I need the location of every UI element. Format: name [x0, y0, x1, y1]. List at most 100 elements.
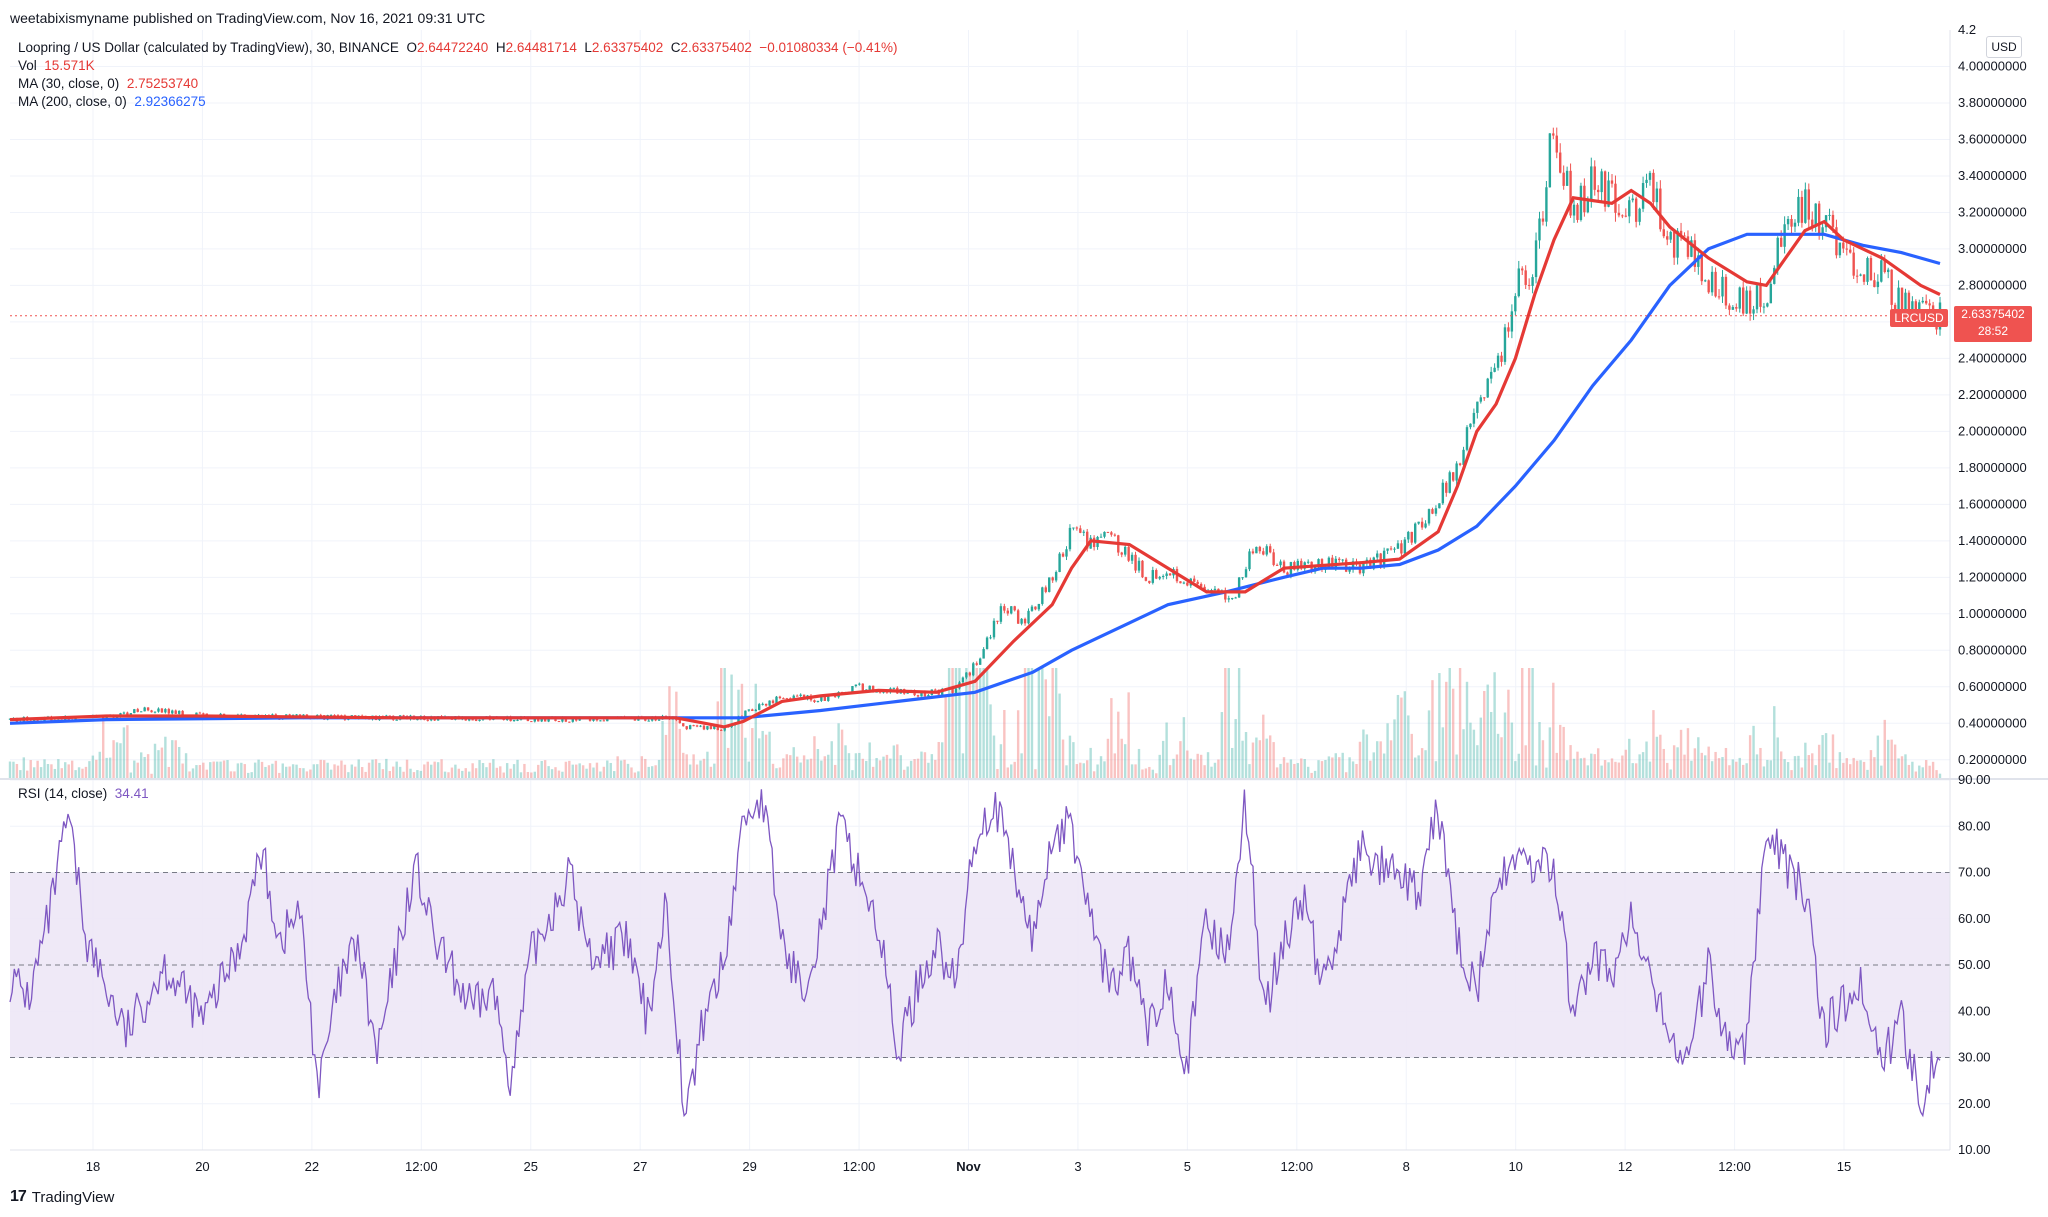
ma200-legend[interactable]: MA (200, close, 0) 2.92366275 — [18, 94, 206, 109]
candle-body — [1065, 549, 1068, 557]
volume-bar — [15, 763, 19, 778]
volume-bar — [640, 756, 644, 778]
volume-bar — [644, 758, 647, 778]
volume-bar — [1358, 741, 1362, 778]
volume-bar — [858, 752, 861, 778]
volume-bar — [999, 744, 1003, 778]
price-axis[interactable]: 4.2 4.00000000 3.80000000 3.60000000 3.40000… — [1958, 22, 2027, 767]
volume-bar — [1020, 753, 1023, 778]
volume-bar — [1714, 751, 1717, 778]
volume-bar — [1596, 748, 1600, 778]
candle-body — [1213, 588, 1217, 591]
volume-bar — [827, 754, 830, 778]
volume-bar — [1524, 745, 1527, 778]
volume-bar — [568, 760, 571, 778]
candle-body — [1451, 472, 1455, 481]
candle-body — [1493, 367, 1496, 372]
volume-bar — [813, 736, 816, 778]
volume-bar — [540, 760, 543, 778]
time-tick: 5 — [1184, 1159, 1191, 1174]
volume-bar — [1351, 761, 1355, 778]
candle-body — [1769, 283, 1773, 304]
volume-bar — [802, 755, 806, 778]
candle-body — [1659, 188, 1662, 230]
candle-body — [1420, 521, 1424, 528]
volume-bar — [195, 765, 198, 778]
candle-body — [1755, 285, 1759, 310]
volume-bar — [354, 766, 357, 778]
candle-body — [1728, 305, 1731, 310]
candle-body — [1545, 187, 1548, 222]
candle-body — [1248, 551, 1251, 570]
volume-bar — [1410, 733, 1413, 778]
currency-badge[interactable]: USD — [1986, 36, 2022, 58]
volume-bar — [1817, 744, 1821, 778]
candle-body — [1555, 135, 1558, 153]
candle-body — [1182, 582, 1186, 584]
volume-bar — [903, 769, 906, 778]
candle-body — [1351, 561, 1355, 570]
candle-body — [1462, 449, 1465, 465]
rsi-legend[interactable]: RSI (14, close) 34.41 — [18, 786, 149, 801]
candle-body — [813, 700, 816, 703]
volume-bar — [875, 757, 878, 778]
price-tick: 0.60000000 — [1958, 679, 2027, 694]
volume-bar — [1921, 767, 1924, 778]
candle-body — [823, 696, 827, 701]
volume-bar — [547, 766, 550, 778]
volume-bar — [309, 769, 312, 778]
volume-bar — [792, 747, 795, 778]
candle-body — [723, 726, 726, 731]
volume-bar — [492, 759, 495, 778]
symbol-legend[interactable]: Loopring / US Dollar (calculated by Trad… — [18, 40, 897, 55]
volume-bar — [871, 766, 875, 778]
candle-body — [575, 718, 578, 721]
volume-bar — [1621, 755, 1624, 778]
candle-body — [1779, 237, 1783, 247]
candle-body — [858, 683, 861, 685]
close-value: 2.63375402 — [680, 40, 752, 55]
volume-bar — [454, 764, 457, 778]
candle-body — [1638, 208, 1641, 222]
candle-body — [688, 725, 692, 730]
volume-bar — [191, 768, 195, 778]
candle-body — [471, 719, 474, 721]
candle-body — [1217, 588, 1220, 592]
candle-body — [467, 719, 471, 721]
ma30-legend[interactable]: MA (30, close, 0) 2.75253740 — [18, 76, 198, 91]
volume-bar — [899, 755, 902, 778]
volume-bar — [578, 763, 581, 778]
volume-bar — [1465, 681, 1469, 778]
brand[interactable]: 17 TradingView — [10, 1188, 114, 1206]
volume-bar — [398, 766, 402, 778]
volume-bar — [1092, 771, 1096, 778]
candle-body — [778, 696, 782, 699]
candle-body — [1327, 557, 1331, 568]
volume-bar — [692, 754, 695, 778]
volume-bar — [133, 760, 136, 778]
volume-bar — [126, 725, 129, 778]
volume-bar — [39, 767, 43, 778]
candle-body — [1251, 551, 1255, 554]
volume-bar — [1327, 756, 1331, 778]
candle-body — [102, 715, 105, 720]
candle-body — [1855, 275, 1859, 277]
volume-bar — [1893, 744, 1897, 778]
volume-bar — [184, 753, 188, 778]
close-label: C — [670, 40, 681, 55]
volume-bar — [1897, 758, 1900, 778]
rsi-axis[interactable]: 90.00 80.00 70.00 60.00 50.00 40.00 30.00 20.00… — [1958, 772, 1991, 1157]
volume-legend[interactable]: Vol 15.571K — [18, 58, 95, 73]
candle-body — [1690, 240, 1693, 257]
time-axis[interactable]: 18 20 22 12:00 25 27 29 12:00 Nov 3 5 12:00 8 10 12 12:… — [86, 1159, 1851, 1174]
candle-body — [768, 700, 771, 706]
candle-body — [1614, 183, 1617, 213]
volume-bar — [1003, 709, 1006, 778]
candle-body — [516, 719, 519, 721]
volume-bar — [1479, 717, 1483, 778]
volume-bar — [1175, 754, 1179, 778]
candle-body — [1859, 274, 1862, 276]
candle-body — [1396, 543, 1400, 549]
volume-bar — [81, 768, 84, 778]
